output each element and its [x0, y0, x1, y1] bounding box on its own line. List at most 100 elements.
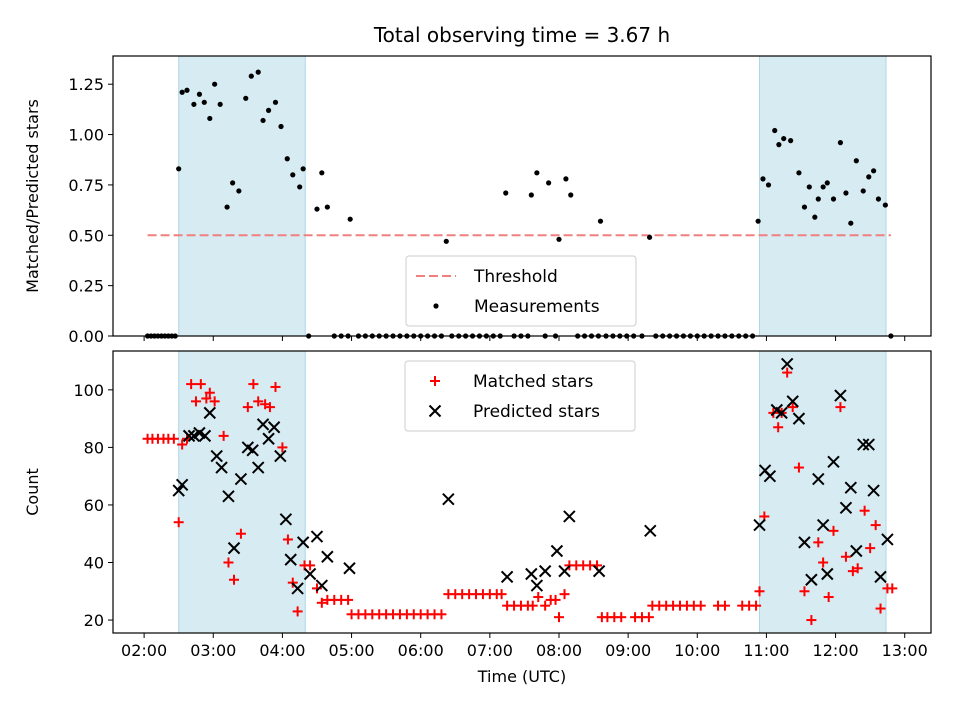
- predicted-stars-point: [315, 579, 329, 592]
- y-tick-label: 0.25: [68, 277, 104, 296]
- y-tick-label: 100: [73, 381, 104, 400]
- measurements-point: [230, 180, 236, 186]
- predicted-stars-point: [291, 582, 304, 595]
- matched-stars-point: [248, 379, 259, 390]
- matched-stars-point: [177, 439, 188, 450]
- measurements-point: [224, 204, 230, 210]
- measurements-point: [871, 168, 877, 174]
- measurements-point: [272, 99, 279, 105]
- measurements-point: [191, 101, 197, 107]
- x-tick-label: 08:00: [536, 641, 582, 660]
- matched-stars-point: [195, 379, 206, 390]
- measurements-point: [788, 138, 794, 144]
- matched-stars-point: [773, 422, 784, 433]
- measurements-point: [176, 166, 182, 172]
- predicted-stars-point: [198, 429, 212, 443]
- predicted-stars-point: [215, 461, 228, 474]
- measurements-point: [796, 170, 802, 176]
- y-tick-label: 0.50: [68, 226, 104, 245]
- y-tick-label: 0.00: [68, 327, 104, 346]
- legend-label-matched-stars: Matched stars: [473, 372, 593, 392]
- matched-stars-point: [813, 537, 824, 548]
- matched-stars-point: [887, 583, 898, 594]
- matched-stars-point: [643, 612, 654, 623]
- predicted-stars-point: [812, 472, 825, 486]
- matched-stars-point: [818, 557, 829, 568]
- measurements-point: [866, 174, 872, 180]
- predicted-stars-point: [862, 438, 875, 451]
- measurements-point: [853, 158, 859, 164]
- y-tick-label: 40: [84, 554, 104, 573]
- predicted-stars-point: [321, 550, 334, 563]
- measurements-point: [207, 115, 213, 122]
- measurements-point: [772, 127, 778, 134]
- matched-stars-point: [527, 600, 538, 611]
- matched-stars-series: [142, 367, 898, 626]
- matched-stars-point: [540, 600, 551, 611]
- matched-stars-point: [204, 387, 215, 398]
- predicted-stars-point: [798, 536, 811, 549]
- predicted-stars-point: [256, 418, 270, 431]
- predicted-stars-point: [538, 564, 552, 578]
- matched-stars-point: [436, 609, 447, 620]
- matched-stars-point: [799, 586, 810, 597]
- matched-stars-point: [852, 563, 863, 574]
- measurements-point: [443, 238, 449, 244]
- predicted-stars-point: [881, 533, 894, 546]
- predicted-stars-point: [203, 406, 217, 420]
- predicted-stars-point: [850, 544, 863, 558]
- measurements-point: [196, 91, 203, 97]
- x-tick-label: 11:00: [743, 641, 789, 660]
- predicted-stars-point: [296, 536, 310, 549]
- top-axes-frame: [112, 55, 932, 337]
- predicted-stars-point: [172, 484, 185, 497]
- matched-stars-point: [840, 551, 851, 562]
- matched-stars-point: [793, 462, 804, 473]
- measurements-point: [815, 196, 821, 202]
- matched-stars-point: [270, 381, 281, 392]
- matched-stars-point: [209, 396, 220, 407]
- matched-stars-point: [218, 430, 229, 441]
- matched-stars-point: [751, 600, 762, 611]
- predicted-stars-point: [563, 510, 576, 523]
- predicted-stars-point: [874, 570, 887, 584]
- x-tick-label: 03:00: [190, 641, 236, 660]
- matched-stars-point: [277, 442, 288, 453]
- legend-swatch-matched-stars: [430, 376, 440, 386]
- y-tick-label: 0.75: [68, 176, 104, 195]
- matched-stars-point: [828, 525, 839, 536]
- measurements-point: [201, 99, 207, 105]
- y-tick-label: 1.25: [68, 75, 104, 94]
- predicted-stars-point: [246, 444, 259, 457]
- matched-stars-point: [235, 528, 246, 539]
- matched-stars-point: [870, 520, 881, 531]
- x-tick-label: 04:00: [259, 641, 305, 660]
- legend-label-predicted-stars: Predicted stars: [473, 402, 600, 422]
- matched-stars-point: [292, 606, 303, 617]
- measurements-point: [290, 172, 296, 178]
- predicted-stars-point: [442, 492, 455, 506]
- matched-stars-point: [823, 592, 834, 603]
- predicted-stars-point: [753, 518, 766, 532]
- measurements-point: [882, 202, 888, 208]
- x-axis-label: Time (UTC): [477, 667, 566, 686]
- top-legend: Threshold Measurements: [405, 255, 637, 327]
- measurements-point: [820, 184, 826, 190]
- x-tick-label: 10:00: [674, 641, 720, 660]
- predicted-stars-point: [262, 432, 275, 445]
- legend-label-measurements: Measurements: [474, 297, 600, 317]
- predicted-stars-point: [284, 553, 297, 566]
- measurements-point: [875, 196, 882, 202]
- matched-stars-point: [496, 589, 507, 600]
- matched-stars-point: [782, 367, 793, 378]
- predicted-stars-point: [175, 478, 189, 492]
- matched-stars-point: [343, 594, 354, 605]
- predicted-stars-point: [558, 564, 571, 578]
- measurements-point: [243, 95, 249, 101]
- x-tick-label: 09:00: [605, 641, 651, 660]
- observing-interval-2: [759, 55, 887, 337]
- x-tick-label: 13:00: [882, 641, 928, 660]
- measurements-point: [556, 236, 562, 242]
- measurements-point: [255, 69, 261, 75]
- matched-stars-point: [316, 597, 327, 608]
